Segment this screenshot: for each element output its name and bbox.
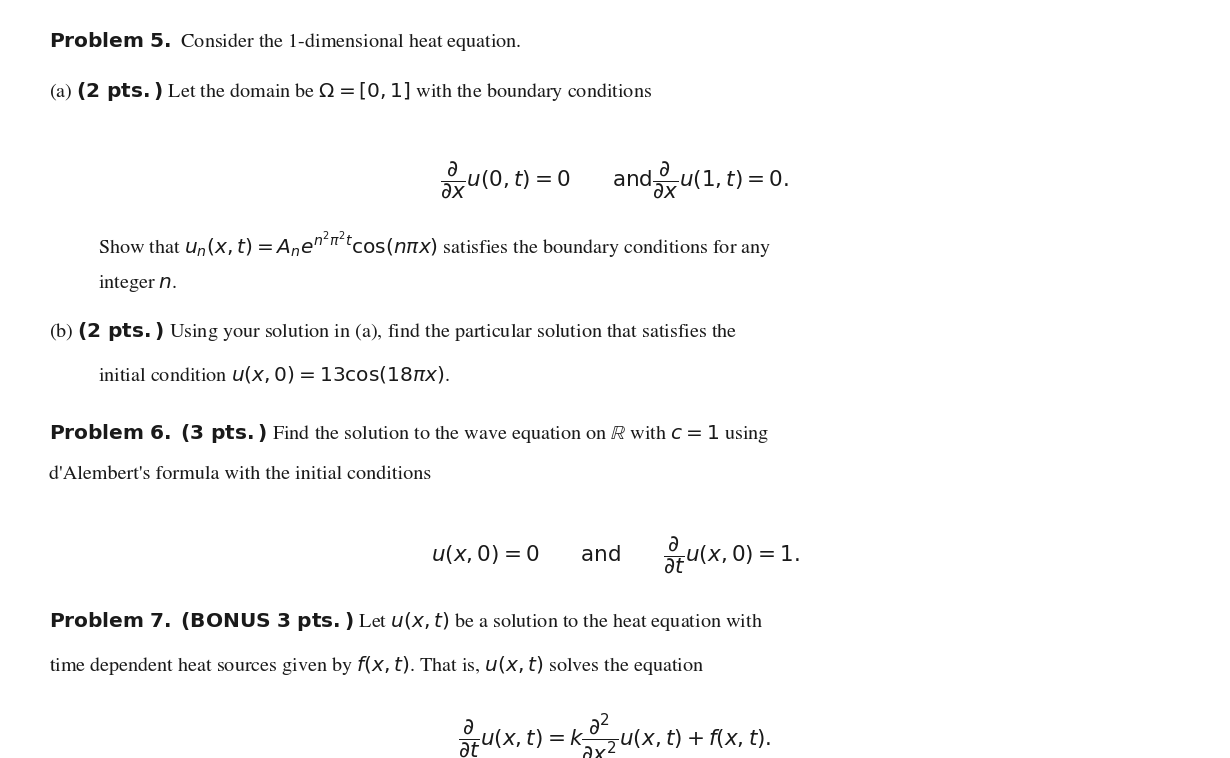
Text: integer $n$.: integer $n$. xyxy=(98,273,177,294)
Text: initial condition $u(x,0) = 13\cos(18\pi x)$.: initial condition $u(x,0) = 13\cos(18\pi… xyxy=(98,364,450,385)
Text: $u(x,0) = 0 \qquad \mathrm{and} \qquad \dfrac{\partial}{\partial t}u(x,0) = 1.$: $u(x,0) = 0 \qquad \mathrm{and} \qquad \… xyxy=(430,534,800,576)
Text: (a) $\mathbf{(2\ pts.)}$ Let the domain be $\Omega = [0, 1]$ with the boundary c: (a) $\mathbf{(2\ pts.)}$ Let the domain … xyxy=(49,80,652,102)
Text: $\dfrac{\partial}{\partial t}u(x,t) = k\dfrac{\partial^2}{\partial x^2}u(x,t) + : $\dfrac{\partial}{\partial t}u(x,t) = k\… xyxy=(459,713,771,758)
Text: d'Alembert's formula with the initial conditions: d'Alembert's formula with the initial co… xyxy=(49,466,432,484)
Text: (b) $\mathbf{(2\ pts.)}$ Using your solution in (a), find the particular solutio: (b) $\mathbf{(2\ pts.)}$ Using your solu… xyxy=(49,320,738,343)
Text: $\mathbf{Problem\ 6.}$ $\mathbf{(3\ pts.)}$ Find the solution to the wave equati: $\mathbf{Problem\ 6.}$ $\mathbf{(3\ pts.… xyxy=(49,422,770,445)
Text: time dependent heat sources given by $f(x,t)$. That is, $u(x,t)$ solves the equa: time dependent heat sources given by $f(… xyxy=(49,654,705,677)
Text: $\mathbf{Problem\ 5.}$ Consider the 1-dimensional heat equation.: $\mathbf{Problem\ 5.}$ Consider the 1-di… xyxy=(49,30,522,53)
Text: Show that $u_n(x,t) = A_n e^{n^2\pi^2 t}\cos(n\pi x)$ satisfies the boundary con: Show that $u_n(x,t) = A_n e^{n^2\pi^2 t}… xyxy=(98,231,771,262)
Text: $\dfrac{\partial}{\partial x}u(0,t) = 0 \qquad \mathrm{and} \dfrac{\partial}{\pa: $\dfrac{\partial}{\partial x}u(0,t) = 0 … xyxy=(440,159,790,201)
Text: $\mathbf{Problem\ 7.}$ $\mathbf{(BONUS\ 3\ pts.)}$ Let $u(x,t)$ be a solution to: $\mathbf{Problem\ 7.}$ $\mathbf{(BONUS\ … xyxy=(49,610,763,633)
